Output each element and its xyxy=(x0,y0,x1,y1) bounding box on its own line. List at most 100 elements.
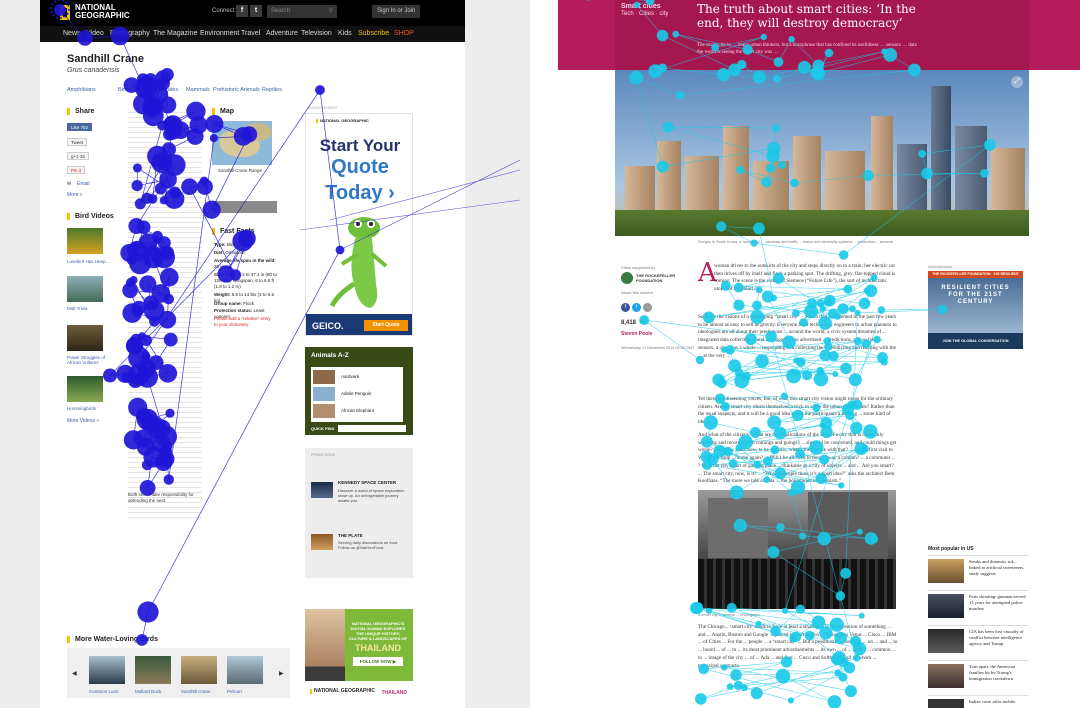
list-item[interactable]: Aardvark xyxy=(313,369,401,385)
facebook-like-button[interactable]: Like 752 xyxy=(67,123,93,131)
thailand-ad[interactable]: NATIONAL GEOGRAPHIC'S DIGITAL NOMAD EXPL… xyxy=(305,609,413,705)
nav-item[interactable]: Adventure xyxy=(266,30,298,37)
relative-entry-link[interactable]: Please add a "relative" entry to your di… xyxy=(214,316,271,327)
promo-thumbnail[interactable] xyxy=(311,482,333,498)
animals-list[interactable]: Aardvark Adelie Penguin African Elephant xyxy=(311,367,403,422)
bird-label[interactable]: Sandhill Crane xyxy=(181,689,211,694)
list-item[interactable]: Adelie Penguin xyxy=(313,386,401,402)
facebook-icon[interactable]: f xyxy=(621,303,630,312)
quick-find-input[interactable] xyxy=(338,425,406,432)
pinit-button[interactable]: Pin it xyxy=(67,166,86,174)
hero-image[interactable]: ⤢ xyxy=(615,70,1029,236)
nav-item[interactable]: Video xyxy=(86,30,104,37)
bird-thumbnail[interactable] xyxy=(227,656,263,684)
geico-ad[interactable]: NATIONAL GEOGRAPHIC Start Your Quote Tod… xyxy=(305,113,413,336)
nav-item[interactable]: Travel xyxy=(241,30,261,37)
nav-item[interactable]: News xyxy=(63,30,81,37)
range-map[interactable] xyxy=(212,121,272,165)
archive-photo[interactable] xyxy=(698,490,896,609)
promo-thumbnail[interactable] xyxy=(311,534,333,550)
byline[interactable]: Steven Poole xyxy=(621,331,653,337)
chevron-right-icon[interactable]: ▶ xyxy=(279,671,284,677)
bird-label[interactable]: Pelican xyxy=(227,689,242,694)
expand-icon[interactable]: ⤢ xyxy=(1011,76,1023,88)
nav-shop[interactable]: SHOP xyxy=(394,30,414,37)
nav-item[interactable]: Photography xyxy=(110,30,150,37)
video-title[interactable]: Molt Trivia xyxy=(67,306,88,311)
natgeo-main-nav: News Video Photography The Magazine Envi… xyxy=(40,26,465,42)
gplus-button[interactable]: g+1 15 xyxy=(67,152,89,160)
list-item[interactable]: Steaks and domestic rok... linked to art… xyxy=(928,555,1028,589)
standfirst: The smart city is … many urban thinkers,… xyxy=(697,43,917,55)
video-thumbnail[interactable] xyxy=(67,228,103,254)
video-title[interactable]: Power Struggles of African Vultures xyxy=(67,355,106,365)
article-paragraph: woman drives to the outskirts of the cit… xyxy=(714,263,896,293)
signin-button[interactable]: Sign In or Join xyxy=(372,5,421,18)
promo-title[interactable]: KENNEDY SPACE CENTER xyxy=(338,480,397,485)
category-link[interactable]: Invertebrates xyxy=(146,87,179,93)
animals-az-widget: Animals A-Z Aardvark Adelie Penguin Afri… xyxy=(305,347,413,435)
more-share-link[interactable]: More » xyxy=(67,192,83,198)
share-count: 8,418 xyxy=(621,320,637,326)
video-thumbnail[interactable] xyxy=(67,325,103,351)
video-title[interactable]: Lovebird Has Heap... xyxy=(67,259,110,264)
rockefeller-logo[interactable]: THE ROCKEFELLER FOUNDATION xyxy=(621,272,679,286)
bird-videos-heading: Bird Videos xyxy=(67,213,114,220)
ad-top-banner: THE ROCKEFELLER FOUNDATION · 100 RESILIE… xyxy=(928,271,1023,283)
tweet-button[interactable]: Tweet xyxy=(67,138,88,146)
more-share-icon[interactable]: … xyxy=(643,303,652,312)
map-caption[interactable]: Sandhill Crane Range xyxy=(218,168,263,173)
promotions-box: PROMOTIONS KENNEDY SPACE CENTER Discover… xyxy=(305,448,413,578)
video-thumbnail[interactable] xyxy=(67,276,103,302)
about-content-link[interactable]: About this content xyxy=(621,290,654,295)
advertisement-label: Advertisement xyxy=(928,265,953,269)
fact-size: Size: Body, 3.3 to 47.2 in (80 to 120 cm… xyxy=(214,272,277,289)
category-link[interactable]: Prehistoric Animals xyxy=(213,87,260,93)
series-label[interactable]: Smart cities xyxy=(621,3,661,10)
list-item[interactable]: Paris shooting: gunman served 13 years f… xyxy=(928,590,1028,624)
twitter-icon[interactable]: t xyxy=(250,5,262,17)
thailand-ad-text: NATIONAL GEOGRAPHIC'S DIGITAL NOMAD EXPL… xyxy=(348,621,408,641)
category-link[interactable]: Mammals xyxy=(186,87,210,93)
natgeo-logo[interactable]: NATIONAL GEOGRAPHIC xyxy=(60,4,170,22)
series-sub[interactable]: Tech · Cities · city xyxy=(621,11,669,17)
start-quote-button[interactable]: Start Quote xyxy=(364,320,408,331)
search-icon[interactable]: ⚲ xyxy=(328,8,333,14)
follow-now-button[interactable]: FOLLOW NOW ▶ xyxy=(353,657,403,666)
bird-thumbnail[interactable] xyxy=(181,656,217,684)
bird-label[interactable]: Mallard Duck xyxy=(135,689,162,694)
category-link[interactable]: Amphibians xyxy=(67,87,96,93)
video-title[interactable]: Hummingbirds xyxy=(67,406,97,411)
bird-thumbnail[interactable] xyxy=(135,656,171,684)
nav-item[interactable]: The Magazine xyxy=(153,30,198,37)
join-conversation-button[interactable]: JOIN THE GLOBAL CONVERSATION xyxy=(928,333,1023,349)
search-input[interactable]: Search ⚲ xyxy=(267,5,337,18)
category-link[interactable]: Reptiles xyxy=(262,87,282,93)
bird-label[interactable]: Common Loon xyxy=(89,689,119,694)
email-icon[interactable]: ✉ xyxy=(67,181,72,187)
chevron-left-icon[interactable]: ◀ xyxy=(72,671,77,677)
video-thumbnail[interactable] xyxy=(67,376,103,402)
list-item[interactable]: Torn apart: the American families hit by… xyxy=(928,660,1028,694)
resilient-cities-ad[interactable]: THE ROCKEFELLER FOUNDATION · 100 RESILIE… xyxy=(928,271,1023,349)
photo-caption: A smart city ... archive ... photograph xyxy=(698,613,760,617)
category-link[interactable]: Birds xyxy=(118,87,131,93)
email-link[interactable]: Email xyxy=(77,181,90,187)
facebook-icon[interactable]: f xyxy=(236,5,248,17)
thailand-ad-brand: NATIONAL GEOGRAPHIC xyxy=(310,689,375,694)
nav-item[interactable]: Television xyxy=(301,30,332,37)
bird-thumbnail[interactable] xyxy=(89,656,125,684)
nav-item[interactable]: Kids xyxy=(338,30,352,37)
connect-label: Connect: xyxy=(212,8,237,14)
promo-title[interactable]: THE PLATE xyxy=(338,533,363,538)
nav-subscribe[interactable]: Subscribe xyxy=(358,30,390,37)
nav-item[interactable]: Environment xyxy=(200,30,240,37)
comment-count[interactable]: 65 xyxy=(640,320,647,326)
article-body-text xyxy=(128,108,202,518)
list-item[interactable]: Italian court rules mobile xyxy=(928,695,1028,708)
list-item[interactable]: African Elephant xyxy=(313,403,401,419)
more-videos-link[interactable]: More Videos » xyxy=(67,418,100,424)
list-item[interactable]: CIA has been first casualty of conflict … xyxy=(928,625,1028,659)
twitter-icon[interactable]: t xyxy=(632,303,641,312)
ad-brand: NATIONAL GEOGRAPHIC xyxy=(316,119,369,123)
